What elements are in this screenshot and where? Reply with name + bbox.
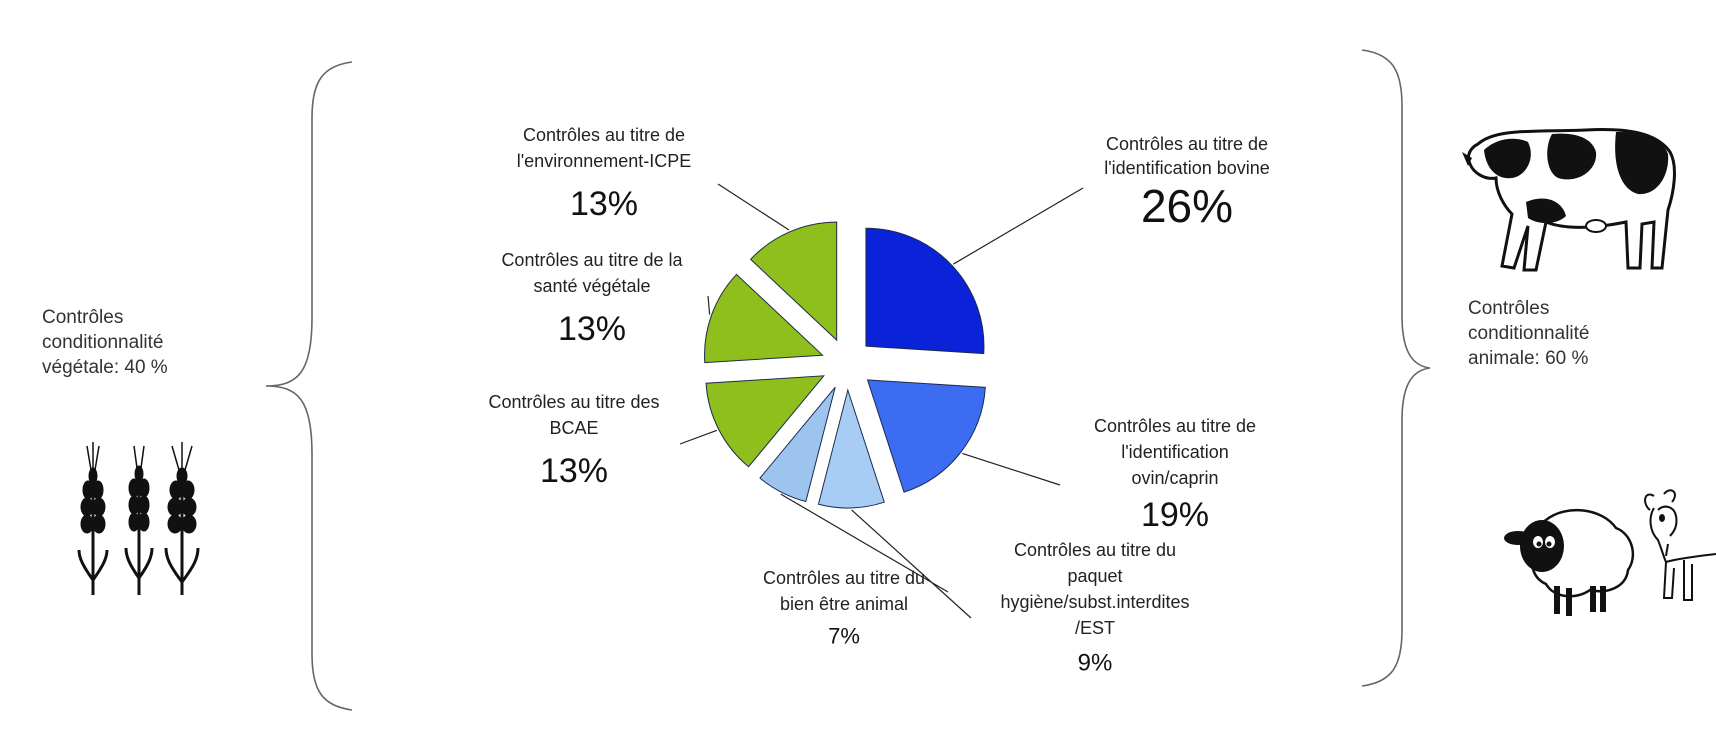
- slice-label-line: bien être animal: [780, 594, 908, 614]
- label-bovine: Contrôles au titre de l'identification bo…: [1104, 134, 1270, 232]
- slice-label-line: /EST: [1075, 618, 1115, 638]
- slice-label-line: Contrôles au titre du: [1014, 540, 1176, 560]
- slice-labels: Contrôles au titre de l'identification bo…: [488, 125, 1269, 676]
- pie-slice: [865, 227, 985, 355]
- vegetal-label-line: végétale: 40 %: [42, 357, 168, 378]
- leader-line: [679, 429, 718, 445]
- pie-slice: [749, 221, 838, 342]
- pie-slice: [704, 273, 824, 364]
- slice-label-line: Contrôles au titre de la: [501, 250, 683, 270]
- slice-value-label: 19%: [1141, 496, 1209, 534]
- leader-line: [707, 295, 711, 315]
- slice-value-label: 7%: [828, 624, 860, 649]
- animal-label-line: animale: 60 %: [1468, 348, 1589, 369]
- leader-line: [717, 183, 790, 231]
- label-bcae: Contrôles au titre des BCAE 13%: [488, 392, 659, 490]
- vegetal-label-line: conditionnalité: [42, 332, 164, 353]
- slice-label-line: l'environnement-ICPE: [517, 151, 692, 171]
- label-hygiene: Contrôles au titre du paquet hygiène/subst…: [1000, 540, 1189, 676]
- slice-label-line: ovin/caprin: [1131, 468, 1218, 488]
- leader-line: [962, 452, 1061, 486]
- slice-label-line: hygiène/subst.interdites: [1000, 592, 1189, 612]
- pie-slice: [759, 386, 836, 503]
- pie-slice: [866, 379, 986, 493]
- left-brace: [265, 61, 353, 711]
- label-sante: Contrôles au titre de la santé végétale 13…: [501, 250, 683, 348]
- vegetal-share-label: Contrôles conditionnalité végétale: 40 %: [42, 305, 168, 380]
- right-brace: [1361, 49, 1431, 687]
- slice-label-line: Contrôles au titre du: [763, 568, 925, 588]
- slice-label-line: Contrôles au titre de: [523, 125, 685, 145]
- animal-label-line: Contrôles: [1468, 298, 1550, 319]
- pie-slice: [817, 388, 885, 509]
- wheat-icon: [77, 442, 200, 595]
- sheep-icon: [1504, 508, 1635, 616]
- pie: [704, 221, 986, 509]
- label-ovin-caprin: Contrôles au titre de l'identification ovi…: [1094, 416, 1256, 534]
- slice-value-label: 13%: [558, 310, 626, 348]
- goat-icon: [1644, 489, 1716, 601]
- vegetal-label-line: Contrôles: [42, 307, 124, 328]
- animal-label-line: conditionnalité: [1468, 323, 1590, 344]
- slice-value-label: 13%: [570, 185, 638, 223]
- leader-line: [953, 187, 1084, 265]
- cow-icon: [1462, 128, 1676, 272]
- slice-label-line: BCAE: [549, 418, 598, 438]
- label-environnement: Contrôles au titre de l'environnement-ICP…: [517, 125, 692, 223]
- label-bien-etre: Contrôles au titre du bien être animal 7%: [763, 568, 925, 649]
- leader-line: [851, 509, 972, 619]
- slice-value-label: 26%: [1141, 180, 1233, 232]
- slice-label-line: santé végétale: [533, 276, 650, 296]
- pie-slice: [705, 375, 825, 468]
- slice-label-line: Contrôles au titre de: [1094, 416, 1256, 436]
- leader-line: [780, 493, 949, 593]
- slice-label-line: l'identification bovine: [1104, 158, 1270, 178]
- slice-label-line: l'identification: [1121, 442, 1229, 462]
- slice-value-label: 9%: [1078, 649, 1113, 676]
- slice-label-line: Contrôles au titre des: [488, 392, 659, 412]
- slice-value-label: 13%: [540, 452, 608, 490]
- animal-share-label: Contrôles conditionnalité animale: 60 %: [1468, 296, 1589, 371]
- slice-label-line: paquet: [1067, 566, 1122, 586]
- slice-label-line: Contrôles au titre de: [1106, 134, 1268, 154]
